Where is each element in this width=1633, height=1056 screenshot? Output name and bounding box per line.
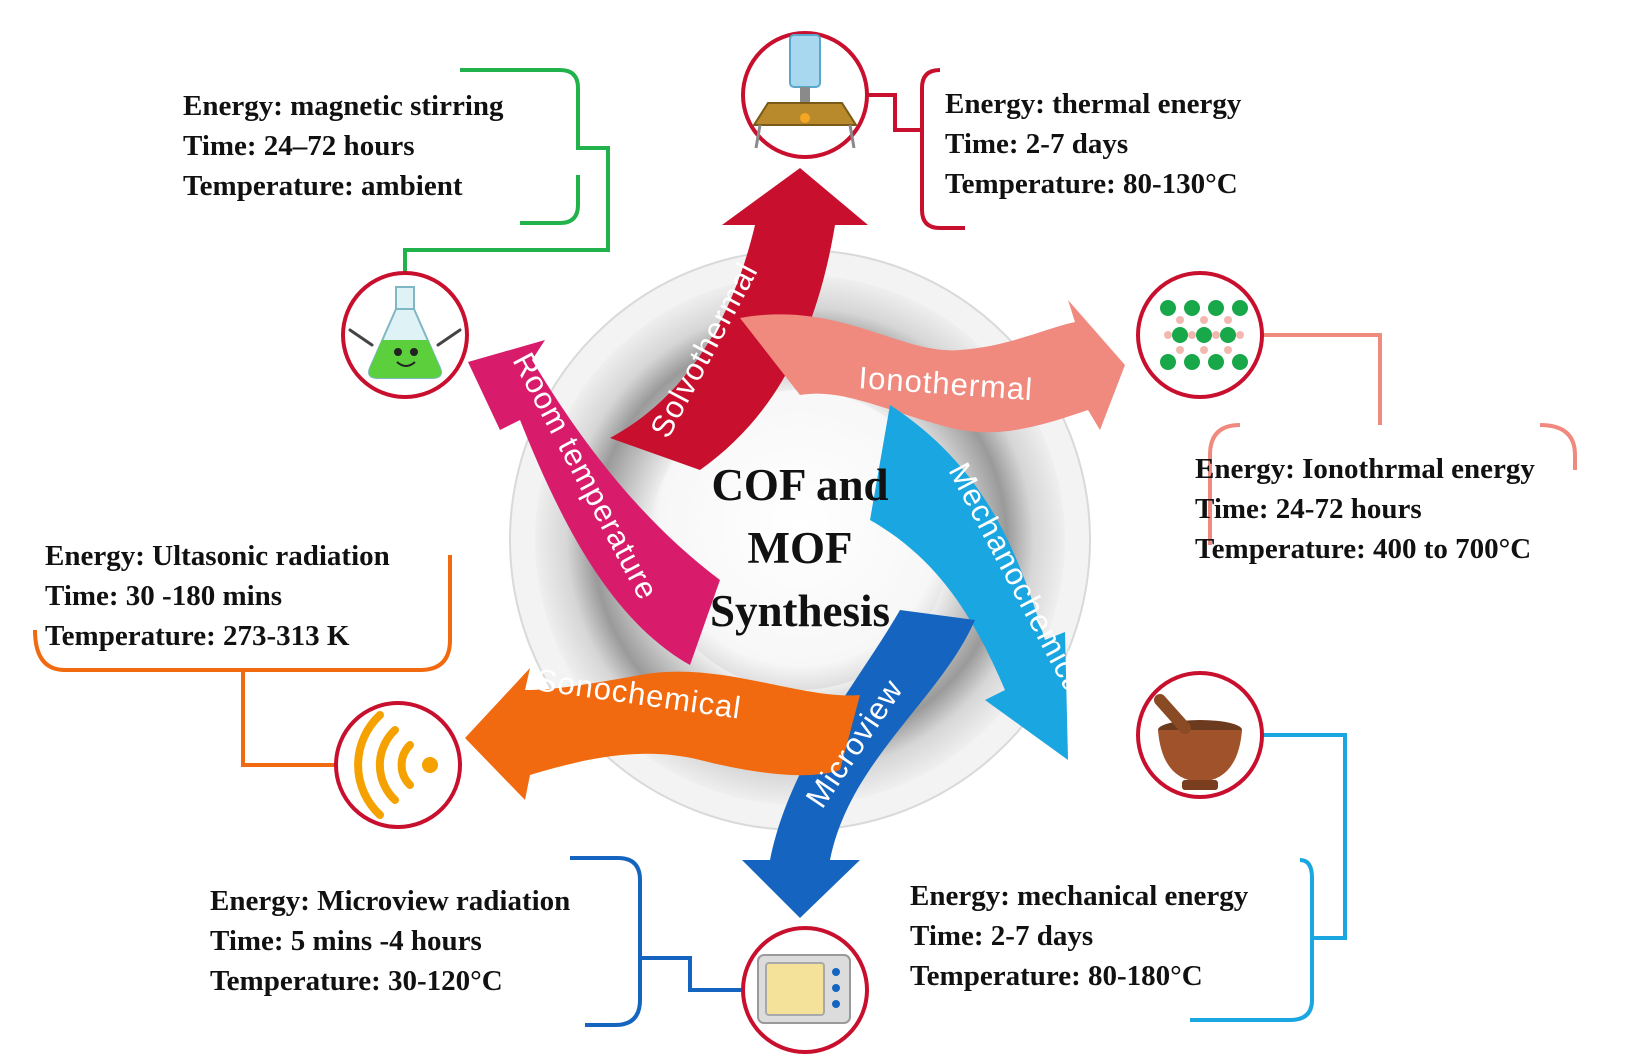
microview-temperature: Temperature: 30-120°C: [210, 965, 503, 997]
microview-info: Energy: Microview radiation Time: 5 mins…: [210, 885, 570, 997]
mechanochemical-temperature: Temperature: 80-180°C: [910, 960, 1203, 992]
microview-energy: Energy: Microview radiation: [210, 885, 570, 917]
mechanochemical-connector: [1262, 733, 1347, 940]
solvothermal-energy: Energy: thermal energy: [945, 88, 1242, 120]
sonochemical-info: Energy: Ultasonic radiation Time: 30 -18…: [45, 540, 390, 652]
sonochemical-temperature: Temperature: 273-313 K: [45, 620, 350, 652]
ionothermal-connector: [1262, 333, 1382, 425]
flask-mascot-icon: [341, 271, 469, 399]
mortar-pestle-icon: [1136, 671, 1264, 799]
mechanochemical-info: Energy: mechanical energy Time: 2-7 days…: [910, 880, 1249, 992]
room-temperature-info: Energy: magnetic stirring Time: 24–72 ho…: [183, 90, 504, 202]
center-title-line-3: Synthesis: [710, 586, 890, 636]
sonochemical-energy: Energy: Ultasonic radiation: [45, 540, 390, 572]
center-title-line-2: MOF: [748, 523, 853, 573]
mechanochemical-time: Time: 2-7 days: [910, 920, 1093, 952]
solvothermal-info: Energy: thermal energy Time: 2-7 days Te…: [945, 88, 1242, 200]
room-temperature-connector: [403, 68, 610, 285]
solvothermal-temperature: Temperature: 80-130°C: [945, 168, 1238, 200]
solvothermal-time: Time: 2-7 days: [945, 128, 1128, 160]
microwave-oven-icon: [741, 926, 869, 1054]
ionothermal-temperature: Temperature: 400 to 700°C: [1195, 533, 1531, 565]
room-temperature-energy: Energy: magnetic stirring: [183, 90, 504, 122]
crystal-lattice-icon: [1136, 271, 1264, 399]
ultrasonic-waves-icon: [334, 701, 462, 829]
ionothermal-time: Time: 24-72 hours: [1195, 493, 1422, 525]
microview-time: Time: 5 mins -4 hours: [210, 925, 482, 957]
ionothermal-info: Energy: Ionothrmal energy Time: 24-72 ho…: [1195, 453, 1535, 565]
microview-connector: [570, 856, 745, 992]
room-temperature-temperature: Temperature: ambient: [183, 170, 463, 202]
center-title-line-1: COF and: [711, 460, 888, 510]
room-temperature-arrow: [468, 340, 720, 665]
heating-apparatus-icon: [741, 31, 869, 159]
solvothermal-arrow: [610, 168, 868, 470]
ionothermal-energy: Energy: Ionothrmal energy: [1195, 453, 1535, 485]
sonochemical-time: Time: 30 -180 mins: [45, 580, 282, 612]
mechanochemical-energy: Energy: mechanical energy: [910, 880, 1249, 912]
room-temperature-time: Time: 24–72 hours: [183, 130, 414, 162]
solvothermal-connector: [865, 93, 922, 132]
mechanochemical-arrow: [870, 405, 1068, 760]
sonochemical-arrow: [465, 668, 860, 800]
connector-lines: [33, 68, 1577, 1027]
sonochemical-connector: [241, 670, 335, 767]
microview-arrow: [742, 610, 975, 918]
ionothermal-arrow: [740, 300, 1125, 433]
